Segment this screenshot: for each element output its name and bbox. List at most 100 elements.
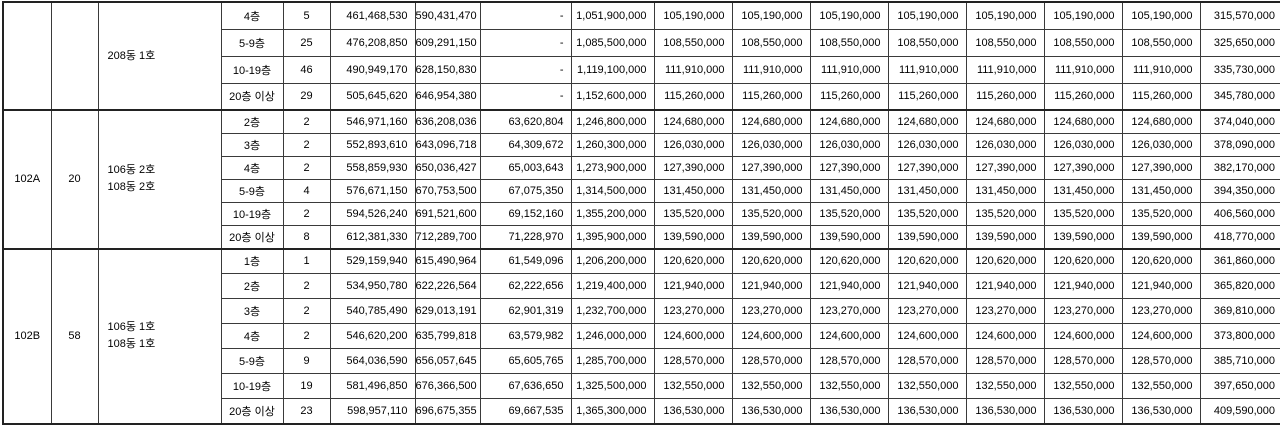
amount-cell: 135,520,000 [653,201,733,226]
amount-cell: 558,859,930 [329,155,416,180]
building-line: 108동 1호 [107,338,156,351]
amount-cell: 136,530,000 [887,398,967,425]
amount-cell: 615,490,964 [414,247,481,275]
amount-cell: 115,260,000 [1043,82,1123,111]
amount-cell: 1,232,700,000 [570,298,655,325]
amount-cell: 132,550,000 [653,373,733,400]
block-cell: 102B [2,247,52,425]
amount-cell: 132,550,000 [731,373,811,400]
amount-cell: 105,190,000 [1043,1,1123,30]
amount-cell: 564,036,590 [329,348,416,375]
amount-cell: 1,273,900,000 [570,155,655,180]
amount-cell: 108,550,000 [965,28,1045,57]
amount-cell: 1,355,200,000 [570,201,655,226]
amount-cell: 598,957,110 [329,398,416,425]
amount-cell: 576,671,150 [329,178,416,203]
block-unit-count-cell [50,1,99,111]
amount-cell: 124,680,000 [1043,109,1123,134]
amount-cell: 71,228,970 [479,224,572,250]
amount-cell: 108,550,000 [809,28,889,57]
amount-cell: 1,246,800,000 [570,109,655,134]
floor-cell: 2층 [220,109,284,134]
table-row: 2층 2 534,950,780 622,226,564 62,222,656 1,219… [3,273,1280,300]
amount-cell: 131,450,000 [731,178,811,203]
amount-cell: 612,381,330 [329,224,416,250]
amount-cell: 136,530,000 [965,398,1045,425]
amount-cell: 105,190,000 [1121,1,1201,30]
amount-cell: 1,152,600,000 [570,82,655,111]
amount-cell: 136,530,000 [1121,398,1201,425]
amount-cell: 108,550,000 [731,28,811,57]
amount-cell: 139,590,000 [731,224,811,250]
amount-cell: 67,636,650 [479,373,572,400]
amount-cell: 136,530,000 [653,398,733,425]
amount-cell: 64,309,672 [479,132,572,157]
amount-cell: - [479,55,572,84]
floor-unit-count-cell: 25 [282,28,331,57]
amount-cell: 124,680,000 [731,109,811,134]
amount-cell: 335,730,000 [1199,55,1280,84]
amount-cell: 540,785,490 [329,298,416,325]
amount-cell: - [479,82,572,111]
amount-cell: 108,550,000 [887,28,967,57]
block-unit-count-cell: 58 [50,247,99,425]
amount-cell: 622,226,564 [414,273,481,300]
amount-cell: - [479,28,572,57]
amount-cell: 121,940,000 [653,273,733,300]
amount-cell: 369,810,000 [1199,298,1280,325]
amount-cell: 127,390,000 [887,155,967,180]
floor-unit-count-cell: 2 [282,273,331,300]
amount-cell: 123,270,000 [1121,298,1201,325]
amount-cell: 135,520,000 [1121,201,1201,226]
amount-cell: 131,450,000 [809,178,889,203]
amount-cell: 131,450,000 [1043,178,1123,203]
amount-cell: 126,030,000 [1121,132,1201,157]
amount-cell: 121,940,000 [965,273,1045,300]
floor-unit-count-cell: 2 [282,298,331,325]
amount-cell: 1,260,300,000 [570,132,655,157]
amount-cell: 136,530,000 [731,398,811,425]
amount-cell: 120,620,000 [653,247,733,275]
floor-unit-count-cell: 1 [282,247,331,275]
floor-cell: 3층 [220,132,284,157]
amount-cell: 111,910,000 [653,55,733,84]
amount-cell: 534,950,780 [329,273,416,300]
amount-cell: 105,190,000 [653,1,733,30]
amount-cell: 126,030,000 [1043,132,1123,157]
amount-cell: 62,222,656 [479,273,572,300]
amount-cell: 670,753,500 [414,178,481,203]
amount-cell: 111,910,000 [965,55,1045,84]
amount-cell: 135,520,000 [887,201,967,226]
amount-cell: 128,570,000 [887,348,967,375]
amount-cell: 111,910,000 [731,55,811,84]
amount-cell: 124,600,000 [809,323,889,350]
amount-cell: 139,590,000 [965,224,1045,250]
floor-unit-count-cell: 19 [282,373,331,400]
amount-cell: 123,270,000 [809,298,889,325]
amount-cell: 696,675,355 [414,398,481,425]
amount-cell: 61,549,096 [479,247,572,275]
table-row: 20층 이상 23 598,957,110 696,675,355 69,667,535… [3,398,1280,425]
amount-cell: 120,620,000 [887,247,967,275]
amount-cell: 120,620,000 [1121,247,1201,275]
floor-cell: 20층 이상 [220,82,284,111]
amount-cell: 127,390,000 [809,155,889,180]
amount-cell: 590,431,470 [414,1,481,30]
floor-cell: 4층 [220,1,284,30]
building-cell: 106동 1호 108동 1호 [97,247,222,425]
amount-cell: 124,600,000 [887,323,967,350]
floor-unit-count-cell: 2 [282,109,331,134]
floor-unit-count-cell: 23 [282,398,331,425]
amount-cell: 126,030,000 [653,132,733,157]
amount-cell: 121,940,000 [887,273,967,300]
amount-cell: 406,560,000 [1199,201,1280,226]
floor-cell: 4층 [220,155,284,180]
amount-cell: 121,940,000 [1121,273,1201,300]
amount-cell: 135,520,000 [1043,201,1123,226]
amount-cell: 123,270,000 [731,298,811,325]
amount-cell: 712,289,700 [414,224,481,250]
amount-cell: 1,119,100,000 [570,55,655,84]
amount-cell: 115,260,000 [731,82,811,111]
amount-cell: 476,208,850 [329,28,416,57]
